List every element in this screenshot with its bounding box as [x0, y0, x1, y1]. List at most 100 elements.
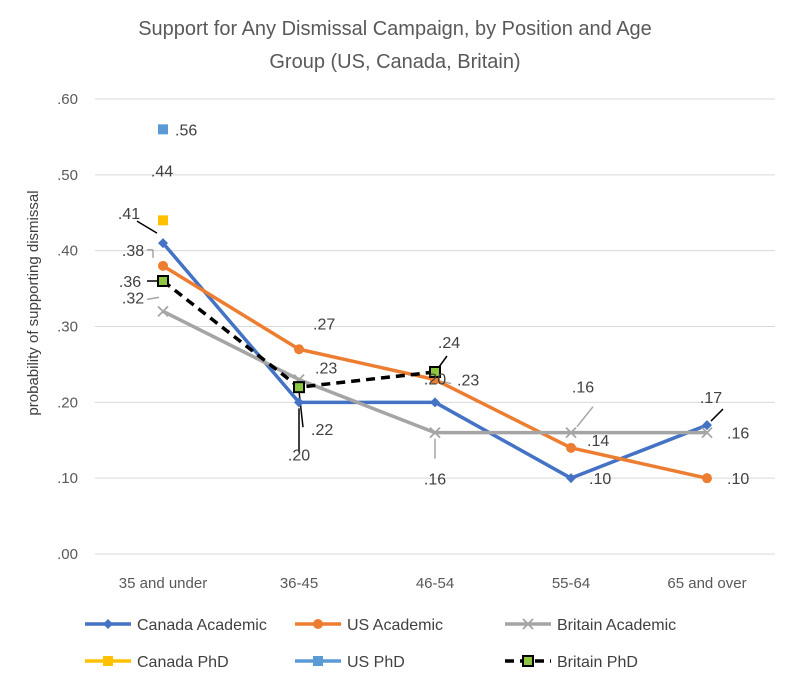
x-marker-stroke [701, 427, 713, 439]
data-label-canada-academic: .17 [700, 390, 722, 407]
y-tick-label: .60 [57, 91, 78, 108]
legend-item-us-phd: US PhD [295, 654, 405, 671]
label-leader-line [136, 220, 158, 234]
data-label-canada-academic: .20 [288, 447, 310, 464]
data-label-canada-phd: .44 [151, 163, 173, 180]
label-leader-line [298, 391, 304, 428]
data-label-us-phd: .56 [175, 122, 197, 139]
legend-marker [313, 619, 323, 629]
square-marker [157, 275, 169, 287]
data-point-us-phd [158, 124, 168, 135]
data-point-britain-academic [565, 427, 577, 439]
diamond-marker [702, 420, 712, 431]
data-label-us-academic: .10 [727, 471, 749, 488]
square-marker [522, 655, 534, 667]
data-point-britain-academic [429, 427, 441, 439]
data-point-canada-academic [566, 473, 576, 484]
legend-marker [313, 656, 323, 666]
data-label-britain-phd: .22 [311, 422, 333, 439]
data-point-britain-phd [293, 381, 305, 394]
y-axis-label: probability of supporting dismissal [25, 190, 42, 415]
data-label-britain-phd: .36 [119, 274, 141, 291]
chart-title-line-2: Group (US, Canada, Britain) [269, 51, 520, 73]
label-leader-line [710, 408, 724, 422]
square-marker [293, 381, 305, 394]
legend-marker [103, 656, 113, 666]
data-label-britain-academic: .16 [424, 472, 446, 489]
data-point-us-academic [566, 442, 576, 453]
data-point-us-academic [158, 260, 168, 271]
data-point-britain-phd [429, 366, 441, 378]
diamond-marker [103, 619, 113, 629]
data-label-britain-academic: .32 [122, 290, 144, 307]
square-marker [158, 215, 168, 226]
circle-marker [702, 473, 712, 484]
legend-marker [522, 655, 534, 667]
label-leader-line [576, 406, 594, 428]
data-label-canada-academic: .10 [589, 471, 611, 488]
data-label-us-academic: .38 [122, 243, 144, 260]
circle-marker [566, 442, 576, 453]
data-label-us-academic: .27 [313, 316, 335, 333]
circle-marker [294, 344, 304, 355]
chart-title-line-1: Support for Any Dismissal Campaign, by P… [138, 18, 652, 40]
label-leader-line [146, 296, 160, 301]
legend-item-us-academic: US Academic [295, 617, 443, 634]
data-point-canada-academic [294, 397, 304, 408]
square-marker [158, 124, 168, 135]
data-point-canada-academic [158, 238, 168, 249]
x-tick-label: 35 and under [119, 575, 207, 592]
legend-item-britain-academic: Britain Academic [505, 617, 676, 634]
square-marker [429, 366, 441, 378]
data-label-us-academic: .14 [587, 433, 609, 450]
y-tick-label: .00 [57, 546, 78, 563]
legend-label: Britain Academic [557, 617, 676, 634]
data-label-canada-academic: .20 [424, 371, 446, 388]
label-leader-line [442, 380, 452, 385]
legend-item-canada-phd: Canada PhD [85, 654, 229, 671]
data-point-us-academic [294, 344, 304, 355]
data-point-canada-academic [702, 420, 712, 431]
legend-label: Britain PhD [557, 654, 638, 671]
circle-marker [158, 260, 168, 271]
square-marker [103, 656, 113, 666]
data-point-canada-academic [430, 397, 440, 408]
square-marker [313, 656, 323, 666]
diamond-marker [566, 473, 576, 484]
legend-label: US PhD [347, 654, 405, 671]
y-tick-label: .20 [57, 394, 78, 411]
x-marker-stroke [565, 427, 577, 439]
data-label-us-academic: .23 [457, 373, 479, 390]
data-point-us-academic [702, 473, 712, 484]
data-label-britain-phd: .24 [438, 335, 460, 352]
y-tick-label: .10 [57, 470, 78, 487]
legend-label: Canada Academic [137, 617, 267, 634]
x-marker-stroke [429, 427, 441, 439]
data-label-britain-academic: .16 [727, 426, 749, 443]
y-tick-label: .30 [57, 319, 78, 336]
x-tick-label: 65 and over [667, 575, 746, 592]
x-marker-stroke [522, 618, 534, 630]
data-point-britain-academic [157, 305, 169, 317]
legend-marker [522, 618, 534, 630]
x-marker-stroke [157, 305, 169, 317]
data-point-canada-phd [158, 215, 168, 226]
data-label-britain-academic: .23 [315, 361, 337, 378]
circle-marker [313, 619, 323, 629]
y-tick-label: .40 [57, 243, 78, 260]
data-label-canada-academic: .41 [118, 206, 140, 223]
x-tick-label: 55-64 [552, 575, 590, 592]
legend-label: US Academic [347, 617, 443, 634]
diamond-marker [294, 397, 304, 408]
legend-marker [103, 619, 113, 629]
data-point-britain-phd [157, 275, 169, 287]
legend-item-britain-phd: Britain PhD [505, 654, 638, 671]
legend-label: Canada PhD [137, 654, 229, 671]
data-label-britain-academic: .16 [572, 380, 594, 397]
diamond-marker [430, 397, 440, 408]
x-tick-label: 46-54 [416, 575, 454, 592]
legend-item-canada-academic: Canada Academic [85, 617, 267, 634]
label-leader-line [438, 355, 448, 368]
x-tick-label: 36-45 [280, 575, 318, 592]
